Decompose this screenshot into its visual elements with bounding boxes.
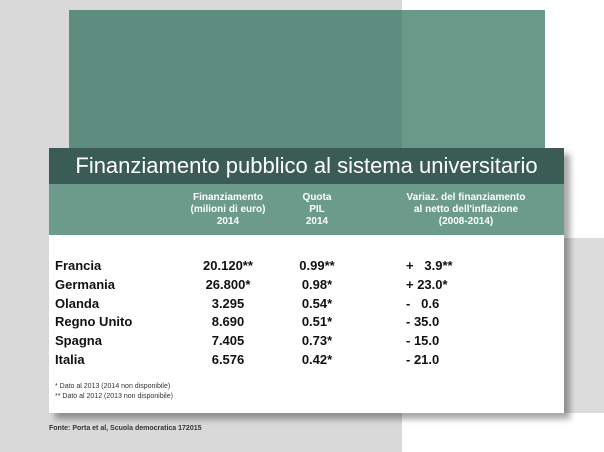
cell-finanziamento: 26.800* [205, 276, 251, 292]
header-finanziamento-line: (milioni di euro) [190, 204, 266, 215]
table-row: Francia 20.120** 0.99** + 3.9** [49, 258, 564, 277]
header-finanziamento-line: 2014 [216, 216, 240, 227]
header-finanziamento: Finanziamento (milioni di euro) 2014 [163, 192, 293, 228]
table-header: Finanziamento (milioni di euro) 2014 Quo… [49, 184, 564, 235]
cell-country: Spagna [55, 333, 102, 349]
cell-country: Italia [55, 351, 85, 367]
footnote: ** Dato al 2012 (2013 non disponibile) [55, 392, 173, 400]
footnote: * Dato al 2013 (2014 non disponibile) [55, 383, 171, 390]
cell-variazione: + 3.9** [406, 258, 453, 273]
header-quota-pil-line: PIL [309, 204, 325, 215]
cell-quota-pil: 0.99** [299, 258, 335, 273]
cell-quota-pil: 0.54* [301, 295, 333, 311]
table-card: Finanziamento pubblico al sistema univer… [49, 148, 564, 413]
header-variazione: Variaz. del finanziamento al netto dell'… [381, 192, 551, 228]
header-quota-pil-line: 2014 [305, 216, 329, 227]
cell-finanziamento: 6.576 [211, 351, 245, 367]
cell-country: Regno Unito [55, 314, 133, 330]
cell-variazione: - 35.0 [406, 314, 440, 330]
decorative-green-block [69, 10, 545, 154]
cell-variazione: - 0.6 [406, 295, 440, 311]
header-quota-pil: Quota PIL 2014 [282, 192, 352, 228]
cell-country: Germania [55, 276, 115, 292]
table-title: Finanziamento pubblico al sistema univer… [49, 148, 564, 184]
cell-finanziamento: 7.405 [211, 333, 245, 349]
table-row: Germania 26.800* 0.98* + 23.0* [49, 277, 564, 296]
cell-quota-pil: 0.73* [301, 333, 333, 349]
footnotes: * Dato al 2013 (2014 non disponibile) **… [55, 382, 173, 401]
decorative-green-block-light [402, 10, 545, 154]
table-row: Spagna 7.405 0.73* - 15.0 [49, 333, 564, 352]
table-row: Regno Unito 8.690 0.51* - 35.0 [49, 314, 564, 333]
table-row: Olanda 3.295 0.54* - 0.6 [49, 296, 564, 315]
cell-quota-pil: 0.51* [301, 314, 333, 330]
cell-finanziamento: 20.120** [203, 258, 253, 273]
cell-variazione: - 15.0 [406, 333, 440, 349]
cell-variazione: - 21.0 [406, 351, 440, 367]
header-quota-pil-line: Quota [302, 192, 332, 203]
header-variazione-line: Variaz. del finanziamento [406, 192, 526, 203]
header-variazione-line: al netto dell'inflazione [413, 204, 519, 215]
cell-quota-pil: 0.98* [301, 276, 333, 292]
table-body: Francia 20.120** 0.99** + 3.9** Germania… [49, 258, 564, 371]
cell-finanziamento: 8.690 [211, 314, 245, 330]
cell-quota-pil: 0.42* [301, 351, 333, 367]
table-row: Italia 6.576 0.42* - 21.0 [49, 352, 564, 371]
cell-country: Olanda [55, 295, 100, 311]
header-variazione-line: (2008-2014) [438, 216, 494, 227]
cell-finanziamento: 3.295 [211, 295, 245, 311]
source-note: Fonte: Porta et al, Scuola democratica 1… [49, 425, 202, 432]
cell-country: Francia [55, 258, 102, 273]
cell-variazione: + 23.0* [406, 276, 448, 292]
header-finanziamento-line: Finanziamento [192, 192, 263, 203]
